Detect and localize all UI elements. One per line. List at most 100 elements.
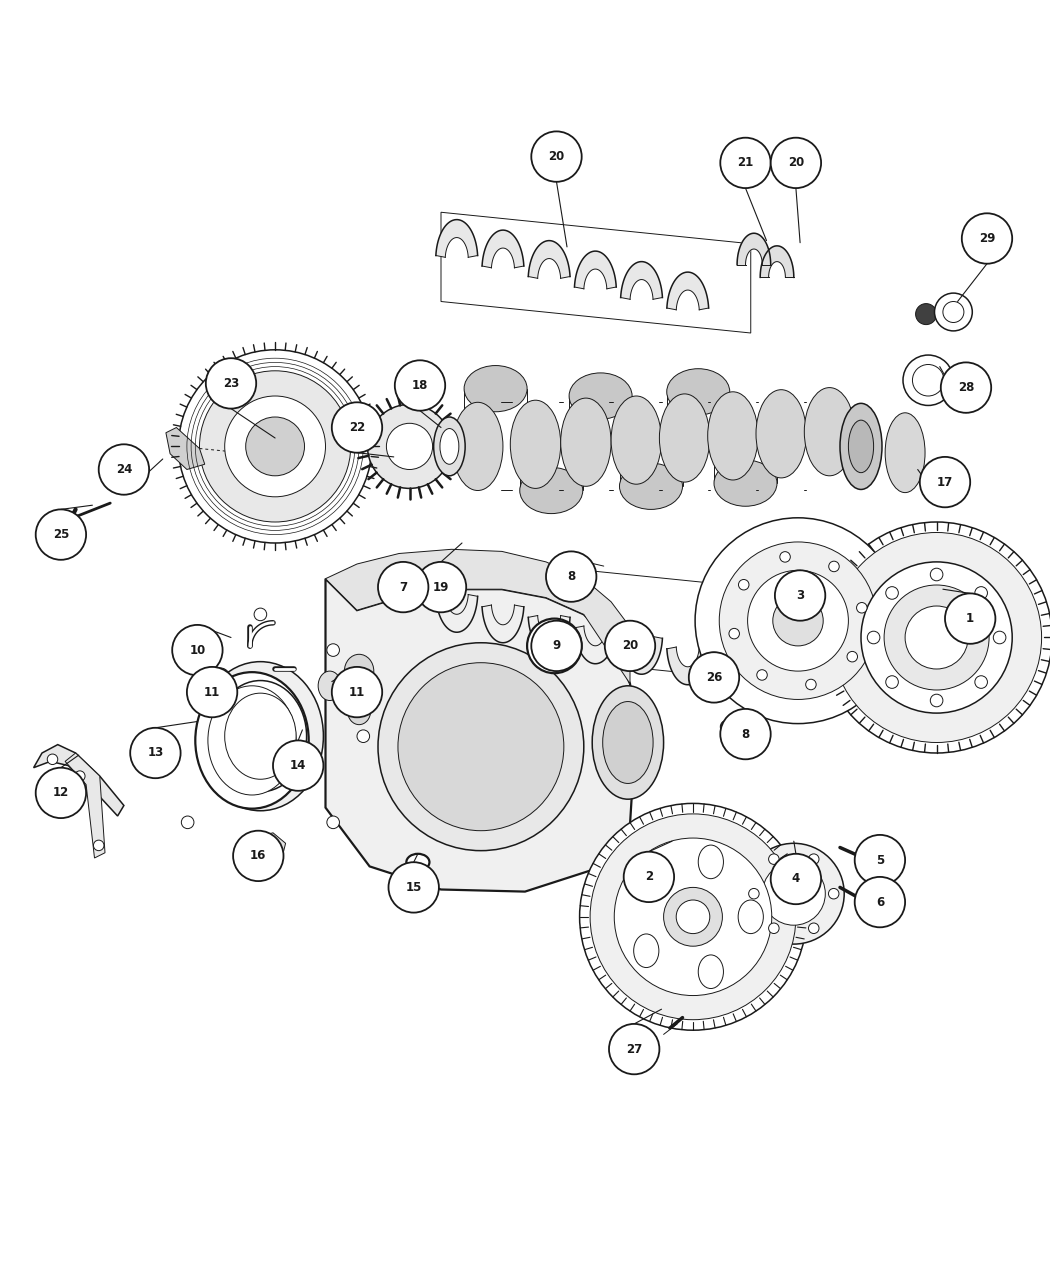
- Circle shape: [720, 138, 771, 189]
- Ellipse shape: [603, 701, 653, 783]
- Text: 18: 18: [412, 379, 428, 391]
- Circle shape: [531, 131, 582, 182]
- Circle shape: [624, 852, 674, 903]
- Circle shape: [743, 843, 844, 944]
- Polygon shape: [667, 272, 709, 310]
- Circle shape: [912, 365, 944, 397]
- Circle shape: [332, 667, 382, 718]
- Circle shape: [930, 694, 943, 706]
- Circle shape: [780, 552, 791, 562]
- Ellipse shape: [440, 428, 459, 464]
- Circle shape: [775, 570, 825, 621]
- Circle shape: [729, 629, 739, 639]
- Circle shape: [857, 603, 867, 613]
- Ellipse shape: [225, 694, 296, 779]
- Circle shape: [182, 816, 194, 829]
- Circle shape: [416, 562, 466, 612]
- Circle shape: [580, 803, 806, 1030]
- Ellipse shape: [214, 681, 307, 792]
- Circle shape: [200, 371, 351, 521]
- Circle shape: [720, 720, 733, 733]
- Circle shape: [771, 138, 821, 189]
- Circle shape: [861, 562, 1012, 713]
- Polygon shape: [574, 251, 616, 289]
- Circle shape: [719, 542, 877, 700]
- Ellipse shape: [434, 417, 465, 476]
- Ellipse shape: [756, 390, 806, 478]
- Circle shape: [368, 404, 452, 488]
- Text: 15: 15: [405, 881, 422, 894]
- Circle shape: [536, 627, 573, 664]
- Ellipse shape: [344, 654, 374, 689]
- Circle shape: [246, 417, 304, 476]
- Circle shape: [920, 456, 970, 507]
- Polygon shape: [326, 579, 636, 891]
- Circle shape: [75, 771, 85, 782]
- Circle shape: [855, 835, 905, 885]
- Ellipse shape: [592, 686, 664, 799]
- Circle shape: [388, 862, 439, 913]
- Circle shape: [720, 709, 771, 760]
- Text: 11: 11: [204, 686, 220, 699]
- Polygon shape: [166, 427, 205, 469]
- Circle shape: [945, 593, 995, 644]
- Circle shape: [527, 618, 582, 673]
- Ellipse shape: [378, 643, 584, 850]
- Polygon shape: [326, 550, 630, 683]
- Circle shape: [867, 631, 880, 644]
- Circle shape: [993, 631, 1006, 644]
- Polygon shape: [528, 241, 570, 278]
- Text: 3: 3: [796, 589, 804, 602]
- Circle shape: [99, 444, 149, 495]
- Ellipse shape: [561, 398, 611, 486]
- Polygon shape: [528, 616, 570, 653]
- Ellipse shape: [667, 368, 730, 414]
- Polygon shape: [436, 219, 478, 258]
- Circle shape: [749, 889, 759, 899]
- Ellipse shape: [208, 686, 296, 796]
- Text: 24: 24: [116, 463, 132, 476]
- Circle shape: [974, 676, 987, 688]
- Text: 13: 13: [147, 746, 164, 760]
- Circle shape: [974, 586, 987, 599]
- Circle shape: [590, 813, 796, 1020]
- Text: 8: 8: [741, 728, 750, 741]
- Circle shape: [664, 887, 722, 946]
- Circle shape: [225, 397, 326, 497]
- Text: 4: 4: [792, 872, 800, 886]
- Ellipse shape: [659, 394, 710, 482]
- Polygon shape: [482, 230, 524, 268]
- Circle shape: [689, 653, 739, 703]
- Circle shape: [130, 728, 181, 778]
- Circle shape: [884, 585, 989, 690]
- Text: 14: 14: [290, 759, 307, 773]
- Polygon shape: [441, 212, 751, 333]
- Ellipse shape: [634, 935, 659, 968]
- Circle shape: [934, 293, 972, 332]
- Ellipse shape: [520, 468, 583, 514]
- Circle shape: [182, 644, 194, 657]
- Circle shape: [828, 561, 839, 571]
- Text: 17: 17: [937, 476, 953, 488]
- Text: 20: 20: [788, 157, 804, 170]
- Polygon shape: [410, 427, 478, 465]
- Polygon shape: [246, 833, 286, 868]
- Polygon shape: [621, 261, 663, 300]
- Text: 10: 10: [189, 644, 206, 657]
- Text: 12: 12: [52, 787, 69, 799]
- Ellipse shape: [698, 845, 723, 878]
- Circle shape: [172, 625, 223, 676]
- Circle shape: [808, 923, 819, 933]
- Text: 20: 20: [622, 639, 638, 653]
- Circle shape: [962, 213, 1012, 264]
- Circle shape: [327, 644, 339, 657]
- Ellipse shape: [195, 672, 309, 808]
- Ellipse shape: [510, 400, 561, 488]
- Text: 27: 27: [626, 1043, 643, 1056]
- Ellipse shape: [885, 413, 925, 492]
- Circle shape: [941, 362, 991, 413]
- Ellipse shape: [714, 460, 777, 506]
- Circle shape: [254, 608, 267, 621]
- Text: 9: 9: [552, 639, 561, 653]
- Text: 21: 21: [737, 157, 754, 170]
